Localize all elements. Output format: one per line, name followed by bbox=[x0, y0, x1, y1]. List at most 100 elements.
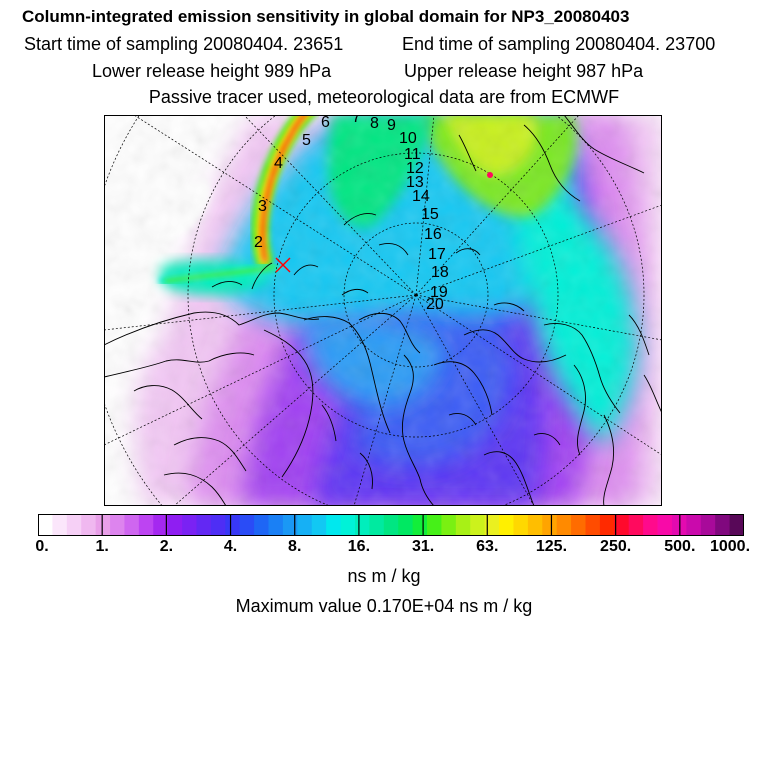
colorbar-cell bbox=[311, 514, 327, 536]
colorbar-cell bbox=[729, 514, 744, 536]
trajectory-label: 9 bbox=[387, 117, 396, 134]
colorbar-cell bbox=[715, 514, 730, 536]
maximum-value: Maximum value 0.170E+04 ns m / kg bbox=[235, 596, 533, 616]
colorbar-cell bbox=[484, 514, 500, 536]
colorbar-cell bbox=[383, 514, 399, 536]
colorbar-cell bbox=[167, 514, 183, 536]
release-lower: Lower release height 989 hPa bbox=[92, 61, 332, 81]
colorbar-tick-label: 16. bbox=[347, 538, 371, 555]
trajectory-label: 2 bbox=[254, 234, 263, 251]
colorbar-tick-label: 4. bbox=[223, 538, 238, 555]
colorbar-cell bbox=[95, 514, 111, 536]
plot-subtitle: Passive tracer used, meteorological data… bbox=[148, 87, 620, 107]
plume-hotspot bbox=[487, 172, 493, 178]
trajectory-label: 8 bbox=[370, 115, 379, 132]
colorbar-cell bbox=[657, 514, 673, 536]
trajectory-label: 14 bbox=[412, 188, 430, 205]
colorbar-cell bbox=[441, 514, 457, 536]
map-frame bbox=[104, 115, 662, 506]
colorbar-cell bbox=[556, 514, 572, 536]
colorbar-cell bbox=[268, 514, 284, 536]
colorbar-tick-label: 1000. bbox=[709, 538, 751, 555]
trajectory-label: 4 bbox=[274, 155, 283, 172]
colorbar-cell bbox=[412, 514, 428, 536]
colorbar-tick-label: 8. bbox=[288, 538, 302, 555]
release-location-marker bbox=[275, 257, 291, 273]
colorbar-cell bbox=[254, 514, 269, 536]
trajectory-label: 15 bbox=[421, 206, 439, 223]
colorbar-cell bbox=[297, 514, 313, 536]
colorbar-tick-label: 31. bbox=[411, 538, 435, 555]
colorbar-cell bbox=[571, 514, 586, 536]
release-heights: Lower release height 989 hPa Upper relea… bbox=[92, 60, 768, 82]
colorbar-cell bbox=[326, 514, 341, 536]
trajectory-label: 19 bbox=[430, 284, 448, 301]
colorbar-tick-label: 2. bbox=[159, 538, 174, 555]
colorbar-cell bbox=[196, 514, 212, 536]
trajectory-label: 10 bbox=[399, 130, 417, 147]
colorbar-tick-label: 63. bbox=[476, 538, 499, 555]
colorbar-cell bbox=[110, 514, 125, 536]
colorbar-cell bbox=[153, 514, 169, 536]
colorbar-cell bbox=[628, 514, 644, 536]
colorbar-cell bbox=[643, 514, 658, 536]
plot-title: Column-integrated emission sensitivity i… bbox=[22, 7, 630, 26]
trajectory-label: 16 bbox=[424, 226, 442, 243]
colorbar-tick-label: 0. bbox=[35, 538, 49, 555]
sampling-times: Start time of sampling 20080404. 23651 E… bbox=[24, 33, 768, 55]
colorbar-cell bbox=[455, 514, 471, 536]
trajectory-label: 13 bbox=[406, 174, 424, 191]
trajectory-label: 12 bbox=[406, 160, 424, 177]
colorbar-cell bbox=[686, 514, 702, 536]
release-upper: Upper release height 987 hPa bbox=[404, 61, 644, 81]
colorbar-tick-label: 500. bbox=[664, 538, 696, 555]
colorbar-tick-label: 250. bbox=[600, 538, 632, 555]
colorbar-cell bbox=[614, 514, 630, 536]
colorbar-cell bbox=[700, 514, 716, 536]
trajectory-label: 18 bbox=[431, 264, 449, 281]
colorbar-cells bbox=[38, 514, 744, 536]
graticule bbox=[104, 115, 662, 506]
trajectory-label: 11 bbox=[404, 146, 421, 163]
colorbar-cell bbox=[210, 514, 226, 536]
colorbar-cell bbox=[599, 514, 615, 536]
coastlines bbox=[104, 115, 662, 506]
colorbar-dividers bbox=[101, 514, 681, 536]
colorbar-cell bbox=[499, 514, 514, 536]
colorbar-cell bbox=[138, 514, 154, 536]
trajectory-label: 17 bbox=[428, 246, 446, 263]
sampling-end: End time of sampling 20080404. 23700 bbox=[402, 34, 716, 54]
colorbar-cell bbox=[66, 514, 82, 536]
colorbar-cell bbox=[38, 514, 53, 536]
trajectory-label: 7 bbox=[352, 115, 361, 126]
colorbar-frame bbox=[38, 514, 744, 536]
colorbar-cell bbox=[470, 514, 486, 536]
trajectory-label: 6 bbox=[321, 115, 330, 131]
colorbar-cell bbox=[527, 514, 543, 536]
colorbar-cell bbox=[398, 514, 414, 536]
colorbar-cell bbox=[542, 514, 558, 536]
colorbar-tick-label: 125. bbox=[535, 538, 568, 555]
colorbar-cell bbox=[52, 514, 68, 536]
trajectory-label: 3 bbox=[258, 198, 267, 215]
trajectory-label: 20 bbox=[426, 296, 444, 313]
colorbar-cell bbox=[81, 514, 97, 536]
colorbar-cell bbox=[354, 514, 370, 536]
trajectory-label: 5 bbox=[302, 132, 311, 149]
colorbar bbox=[38, 514, 744, 536]
colorbar-cell bbox=[513, 514, 529, 536]
sampling-start: Start time of sampling 20080404. 23651 bbox=[24, 34, 344, 54]
colorbar-cell bbox=[427, 514, 442, 536]
colorbar-cell bbox=[124, 514, 140, 536]
colorbar-cell bbox=[225, 514, 241, 536]
colorbar-units: ns m / kg bbox=[347, 566, 421, 586]
colorbar-tick-label: 1. bbox=[95, 538, 109, 555]
colorbar-cell bbox=[340, 514, 356, 536]
colorbar-cell bbox=[182, 514, 197, 536]
colorbar-cell bbox=[585, 514, 601, 536]
colorbar-cell bbox=[239, 514, 255, 536]
colorbar-cell bbox=[369, 514, 385, 536]
colorbar-cell bbox=[282, 514, 298, 536]
